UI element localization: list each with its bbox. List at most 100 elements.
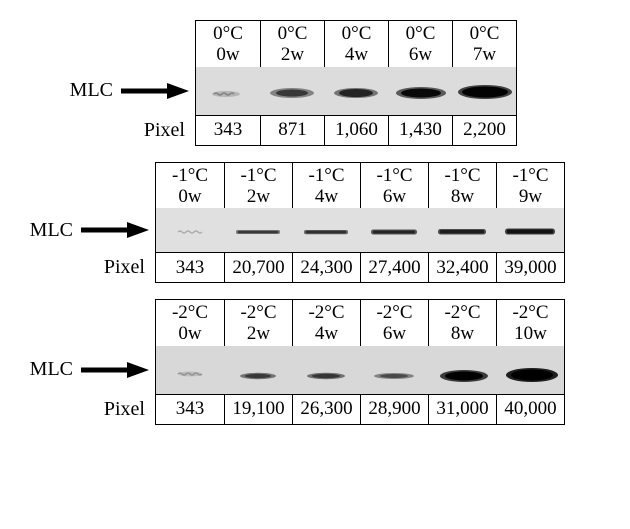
- temp-label: 0°C: [342, 23, 372, 44]
- pixel-cell: 26,300: [292, 394, 360, 424]
- week-label: 4w: [315, 323, 338, 344]
- header-row: -1°C0w-1°C2w-1°C4w-1°C6w-1°C8w-1°C9w: [156, 163, 564, 209]
- pixel-row: 34320,70024,30027,40032,40039,000: [156, 252, 564, 282]
- gel-band: [292, 208, 360, 252]
- gel-band: [360, 346, 428, 394]
- temp-label: -1°C: [512, 165, 548, 186]
- week-label: 2w: [247, 323, 270, 344]
- gel-band: [196, 67, 260, 115]
- gel-band: [496, 346, 564, 394]
- week-label: 7w: [473, 44, 496, 65]
- week-label: 0w: [216, 44, 239, 65]
- week-label: 8w: [451, 186, 474, 207]
- pixel-cell: 343: [196, 115, 260, 145]
- mlc-arrow-label: MLC: [15, 358, 155, 381]
- week-label: 4w: [345, 44, 368, 65]
- gel-band: [360, 208, 428, 252]
- header-cell: 0°C6w: [388, 21, 452, 67]
- arrow-icon: [79, 220, 149, 240]
- temp-label: 0°C: [278, 23, 308, 44]
- pixel-cell: 343: [156, 252, 224, 282]
- temp-label: -2°C: [308, 302, 344, 323]
- header-cell: -1°C2w: [224, 163, 292, 209]
- temp-label: -1°C: [172, 165, 208, 186]
- week-label: 6w: [409, 44, 432, 65]
- header-cell: -2°C2w: [224, 300, 292, 346]
- temp-label: -2°C: [512, 302, 548, 323]
- week-label: 6w: [383, 186, 406, 207]
- header-row: 0°C0w0°C2w0°C4w0°C6w0°C7w: [196, 21, 516, 67]
- pixel-label: Pixel: [15, 119, 185, 142]
- mlc-text: MLC: [70, 79, 113, 102]
- header-cell: 0°C4w: [324, 21, 388, 67]
- pixel-cell: 1,060: [324, 115, 388, 145]
- gel-band: [388, 67, 452, 115]
- week-label: 6w: [383, 323, 406, 344]
- gel-band: [428, 346, 496, 394]
- gel-band: [156, 208, 224, 252]
- gel-band: [292, 346, 360, 394]
- header-cell: -1°C6w: [360, 163, 428, 209]
- mlc-arrow-label: MLC: [15, 219, 155, 242]
- panel-box: -2°C0w-2°C2w-2°C4w-2°C6w-2°C8w-2°C10w343…: [155, 299, 565, 425]
- pixel-cell: 39,000: [496, 252, 564, 282]
- header-cell: -1°C9w: [496, 163, 564, 209]
- arrow-icon: [119, 81, 189, 101]
- pixel-cell: 24,300: [292, 252, 360, 282]
- gel-strip: [196, 67, 516, 115]
- gel-panel-1: MLC-1°C0w-1°C2w-1°C4w-1°C6w-1°C8w-1°C9w3…: [15, 162, 615, 284]
- panel-box: -1°C0w-1°C2w-1°C4w-1°C6w-1°C8w-1°C9w3432…: [155, 162, 565, 284]
- pixel-cell: 28,900: [360, 394, 428, 424]
- pixel-label: Pixel: [15, 398, 145, 421]
- gel-band: [496, 208, 564, 252]
- gel-band: [428, 208, 496, 252]
- header-cell: -2°C10w: [496, 300, 564, 346]
- header-cell: 0°C0w: [196, 21, 260, 67]
- gel-panel-0: MLC0°C0w0°C2w0°C4w0°C6w0°C7w3438711,0601…: [15, 20, 615, 146]
- pixel-label: Pixel: [15, 256, 145, 279]
- header-cell: -1°C8w: [428, 163, 496, 209]
- header-cell: -2°C4w: [292, 300, 360, 346]
- temp-label: -1°C: [444, 165, 480, 186]
- temp-label: -1°C: [376, 165, 412, 186]
- temp-label: -2°C: [240, 302, 276, 323]
- header-cell: 0°C7w: [452, 21, 516, 67]
- week-label: 9w: [519, 186, 542, 207]
- gel-strip: [156, 208, 564, 252]
- week-label: 4w: [315, 186, 338, 207]
- pixel-cell: 20,700: [224, 252, 292, 282]
- gel-band: [156, 346, 224, 394]
- gel-band: [224, 346, 292, 394]
- week-label: 2w: [247, 186, 270, 207]
- temp-label: 0°C: [470, 23, 500, 44]
- pixel-cell: 19,100: [224, 394, 292, 424]
- temp-label: -1°C: [308, 165, 344, 186]
- header-cell: -1°C0w: [156, 163, 224, 209]
- week-label: 10w: [514, 323, 547, 344]
- gel-band: [324, 67, 388, 115]
- week-label: 2w: [281, 44, 304, 65]
- gel-band: [260, 67, 324, 115]
- header-cell: 0°C2w: [260, 21, 324, 67]
- mlc-text: MLC: [30, 358, 73, 381]
- header-cell: -2°C8w: [428, 300, 496, 346]
- panel-box: 0°C0w0°C2w0°C4w0°C6w0°C7w3438711,0601,43…: [195, 20, 517, 146]
- week-label: 0w: [178, 186, 201, 207]
- header-cell: -2°C0w: [156, 300, 224, 346]
- temp-label: 0°C: [406, 23, 436, 44]
- mlc-text: MLC: [30, 219, 73, 242]
- pixel-cell: 40,000: [496, 394, 564, 424]
- gel-panel-2: MLC-2°C0w-2°C2w-2°C4w-2°C6w-2°C8w-2°C10w…: [15, 299, 615, 425]
- week-label: 8w: [451, 323, 474, 344]
- mlc-arrow-label: MLC: [15, 79, 195, 102]
- pixel-cell: 32,400: [428, 252, 496, 282]
- temp-label: -2°C: [444, 302, 480, 323]
- pixel-cell: 2,200: [452, 115, 516, 145]
- pixel-row: 3438711,0601,4302,200: [196, 115, 516, 145]
- temp-label: 0°C: [213, 23, 243, 44]
- header-cell: -1°C4w: [292, 163, 360, 209]
- gel-band: [452, 67, 516, 115]
- temp-label: -2°C: [376, 302, 412, 323]
- pixel-cell: 27,400: [360, 252, 428, 282]
- header-cell: -2°C6w: [360, 300, 428, 346]
